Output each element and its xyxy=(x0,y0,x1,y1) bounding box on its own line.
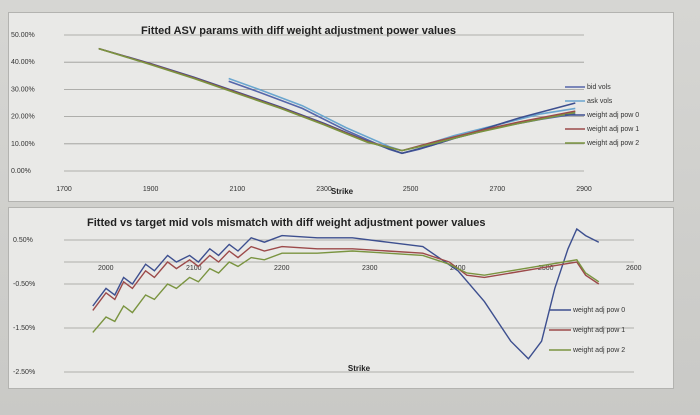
y-tick-label: -2.50% xyxy=(13,369,35,376)
y-tick-label: 30.00% xyxy=(11,86,35,93)
legend-label: weight adj pow 2 xyxy=(572,347,625,354)
y-tick-label: 20.00% xyxy=(11,114,35,121)
x-tick-label: 2200 xyxy=(274,265,290,272)
chart-top: Fitted ASV params with diff weight adjus… xyxy=(11,25,639,196)
legend-label: weight adj pow 0 xyxy=(586,112,639,119)
chart-title: Fitted ASV params with diff weight adjus… xyxy=(141,25,456,37)
x-tick-label: 1900 xyxy=(143,186,159,193)
series-line-weight-adj-pow-0 xyxy=(98,47,576,155)
series-line-weight-adj-pow-1 xyxy=(98,47,576,152)
x-tick-label: 1700 xyxy=(56,186,72,193)
series-line-weight-adj-pow-2 xyxy=(98,47,576,152)
series-line-weight-adj-pow-1 xyxy=(92,245,600,311)
y-tick-label: 50.00% xyxy=(11,32,35,39)
x-axis-label: Strike xyxy=(331,187,354,196)
x-tick-label: 2600 xyxy=(626,265,642,272)
x-tick-label: 2300 xyxy=(316,186,332,193)
x-tick-label: 2700 xyxy=(490,186,506,193)
x-tick-label: 2100 xyxy=(186,265,202,272)
x-tick-label: 2500 xyxy=(403,186,419,193)
series-line-weight-adj-pow-2 xyxy=(92,250,600,333)
legend-label: bid vols xyxy=(587,84,611,91)
y-tick-label: -1.50% xyxy=(13,325,35,332)
x-tick-label: 2300 xyxy=(362,265,378,272)
y-tick-label: 10.00% xyxy=(11,141,35,148)
chart-title: Fitted vs target mid vols mismatch with … xyxy=(87,217,486,229)
legend-label: weight adj pow 2 xyxy=(586,140,639,147)
chart-bottom: Fitted vs target mid vols mismatch with … xyxy=(13,217,642,376)
x-tick-label: 2000 xyxy=(98,265,114,272)
x-tick-label: 2900 xyxy=(576,186,592,193)
series-line-weight-adj-pow-0 xyxy=(92,227,600,360)
legend-label: weight adj pow 1 xyxy=(586,126,639,133)
y-tick-label: 0.50% xyxy=(13,237,33,244)
legend-label: weight adj pow 0 xyxy=(572,307,625,314)
x-tick-label: 2100 xyxy=(230,186,246,193)
legend-label: ask vols xyxy=(587,98,613,105)
y-tick-label: 0.00% xyxy=(11,168,31,175)
x-tick-label: 2500 xyxy=(538,265,554,272)
y-tick-label: 40.00% xyxy=(11,59,35,66)
chart-panel-bottom: Fitted vs target mid vols mismatch with … xyxy=(8,207,674,389)
y-tick-label: -0.50% xyxy=(13,281,35,288)
x-axis-label: Strike xyxy=(348,364,371,373)
legend-label: weight adj pow 1 xyxy=(572,327,625,334)
chart-panel-top: Fitted ASV params with diff weight adjus… xyxy=(8,12,674,202)
